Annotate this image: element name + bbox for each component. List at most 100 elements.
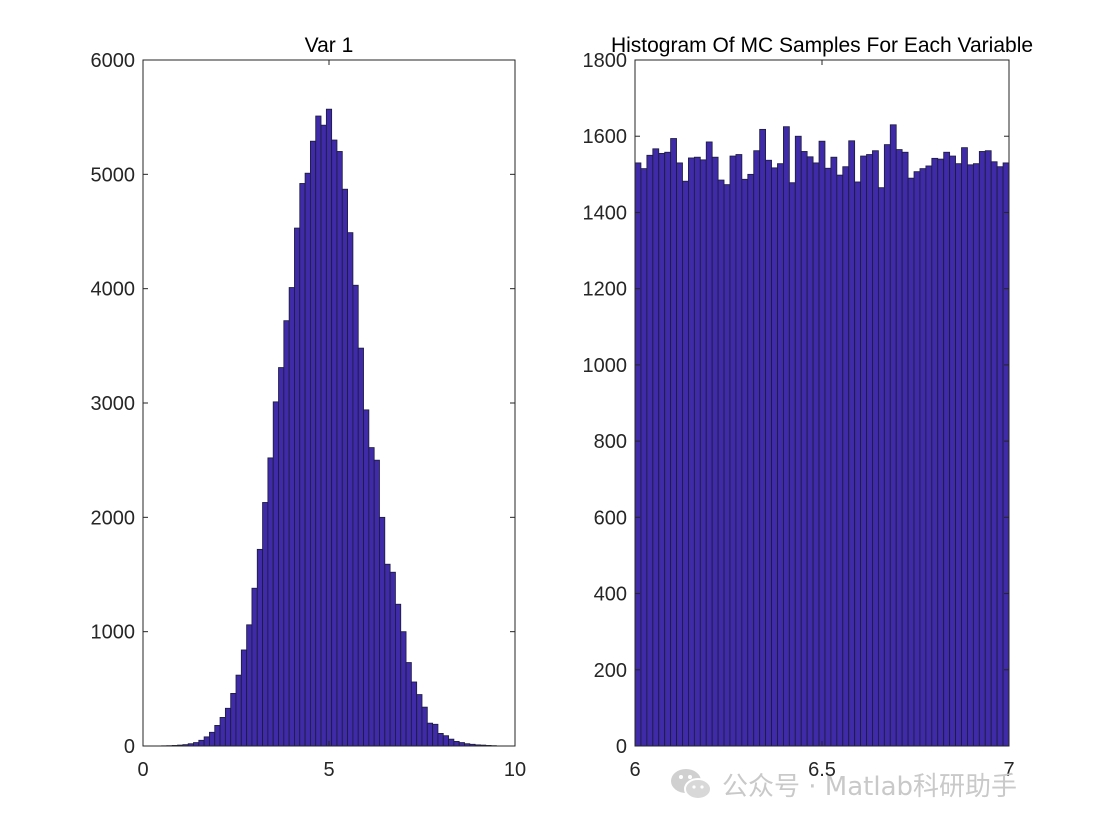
histogram-bar [937, 158, 945, 747]
histogram-bar [836, 174, 844, 747]
histogram-bar [634, 162, 642, 747]
histogram-bar [652, 148, 660, 747]
histogram-bar [943, 151, 951, 747]
histogram-bar [379, 516, 386, 747]
x-tick-label: 6.5 [808, 759, 836, 781]
chart-title: Histogram Of MC Samples For Each Variabl… [611, 34, 1033, 57]
histogram-bar [368, 447, 375, 747]
histogram-bar [432, 723, 439, 747]
histogram-bar [294, 227, 301, 747]
histogram-bar [209, 731, 216, 747]
right-histogram-axes: 0 200 400 600 800 1000 1200 1400 1600 1800 6 6.5 7 Hi… [583, 34, 1034, 781]
histogram-bar [193, 742, 200, 747]
histogram-bar [272, 401, 279, 747]
wechat-icon [671, 769, 712, 800]
histogram-bar [299, 183, 306, 747]
histogram-bar [389, 571, 396, 747]
histogram-bar [357, 347, 364, 747]
histogram-bar [304, 172, 311, 747]
y-tick-label: 200 [594, 660, 627, 682]
histogram-bar [984, 150, 992, 747]
histogram-bar [753, 150, 761, 747]
y-tick-label: 0 [124, 736, 135, 758]
histogram-bar [246, 624, 253, 747]
y-tick-label: 0 [616, 736, 627, 758]
histogram-bar [405, 662, 412, 747]
histogram-bar [717, 179, 725, 747]
histogram-bar [759, 128, 767, 747]
histogram-bar [363, 409, 370, 747]
histogram-bar [240, 649, 248, 747]
histogram-bar [336, 151, 343, 747]
histogram-bar [978, 151, 986, 747]
histogram-bar [283, 320, 290, 747]
histogram-bar [783, 126, 790, 747]
x-tick-label: 10 [504, 759, 526, 781]
left-histogram-axes: 0 1000 2000 3000 4000 5000 6000 0 5 10 Var 1 [91, 34, 527, 781]
y-tick-label: 600 [594, 507, 627, 529]
y-tick-label: 1200 [583, 279, 628, 301]
y-tick-label: 1000 [583, 355, 628, 377]
histogram-bar [214, 725, 221, 747]
histogram-bar [961, 147, 968, 747]
histogram-bar [967, 164, 974, 747]
histogram-bar [990, 161, 998, 747]
y-tick-label: 1400 [583, 202, 628, 224]
x-tick-label: 0 [137, 759, 148, 781]
histogram-bar [203, 736, 210, 747]
histogram-bar [646, 154, 654, 747]
histogram-bar [735, 154, 743, 747]
x-tick-label: 7 [1003, 759, 1014, 781]
histogram-bar [352, 284, 359, 747]
histogram-bar [972, 163, 980, 747]
histogram-bar [771, 167, 778, 747]
histogram-bar [347, 232, 354, 747]
histogram-bar [331, 139, 338, 747]
histogram-bar [676, 162, 683, 747]
histogram-bar [320, 124, 327, 747]
x-tick-label: 6 [629, 759, 640, 781]
histogram-bar [830, 156, 838, 747]
histogram-bar [658, 152, 666, 747]
histogram-bar [883, 144, 891, 747]
histogram-bar [848, 140, 856, 747]
bars [634, 124, 1010, 747]
histogram-bar [747, 173, 755, 747]
histogram-bar [235, 674, 242, 747]
chart-title: Var 1 [305, 34, 354, 57]
histogram-bar [198, 739, 205, 747]
histogram-bar [711, 156, 719, 747]
histogram-bar [442, 735, 449, 747]
histogram-bar [818, 140, 826, 747]
histogram-bar [315, 115, 322, 747]
watermark-text: 公众号 · Matlab科研助手 [722, 771, 1018, 802]
histogram-bar [410, 681, 418, 747]
histogram-bar [901, 151, 909, 747]
y-tick-label: 800 [594, 431, 627, 453]
histogram-bar [325, 108, 333, 747]
histogram-bar [806, 156, 814, 747]
histogram-bar [448, 738, 455, 747]
histogram-bar [458, 742, 465, 747]
histogram-bar [395, 603, 402, 747]
histogram-bar [996, 166, 1004, 747]
histogram-bar [729, 155, 737, 747]
histogram-bar [919, 168, 927, 747]
histogram-bar [794, 135, 802, 747]
histogram-bar [860, 155, 867, 747]
histogram-bar [842, 166, 850, 747]
y-tick-label: 4000 [91, 279, 136, 301]
histogram-bar [230, 693, 237, 747]
histogram-bar [788, 182, 796, 747]
y-tick-label: 5000 [91, 164, 136, 186]
histogram-bar [949, 155, 956, 747]
histogram-bar [741, 178, 749, 747]
histogram-bar [267, 457, 274, 747]
histogram-bar [288, 287, 295, 747]
histogram-bar [688, 157, 695, 747]
histogram-bar [426, 722, 434, 747]
histogram-bar [824, 167, 832, 747]
histogram-bar [854, 181, 861, 747]
histogram-bar [765, 159, 772, 747]
